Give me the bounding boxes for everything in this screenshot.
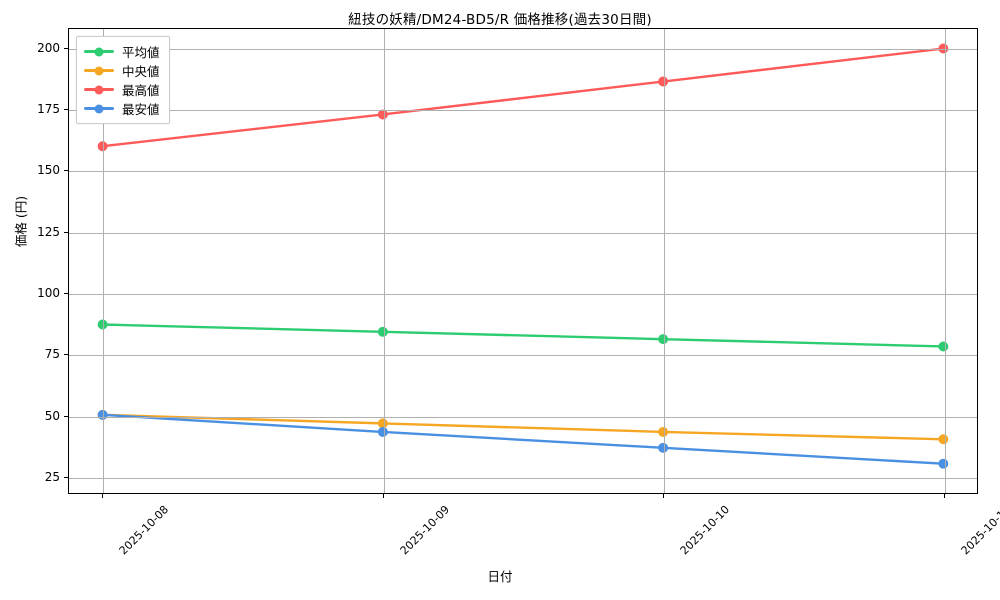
data-point bbox=[938, 341, 949, 352]
x-tick-mark bbox=[663, 494, 665, 498]
legend-item-2[interactable]: 最高値 bbox=[84, 80, 160, 99]
data-point bbox=[938, 458, 949, 469]
data-point bbox=[658, 334, 669, 345]
x-tick-mark bbox=[944, 494, 946, 498]
chart-legend: 平均値中央値最高値最安値 bbox=[76, 36, 170, 124]
legend-item-0[interactable]: 平均値 bbox=[84, 42, 160, 61]
legend-swatch-icon bbox=[84, 85, 114, 94]
series-line-0 bbox=[101, 323, 945, 348]
chart-title: 紐技の妖精/DM24-BD5/R 価格推移(過去30日間) bbox=[348, 12, 652, 28]
x-tick-mark bbox=[101, 494, 103, 498]
y-tick-label: 150 bbox=[37, 163, 60, 178]
legend-label: 中央値 bbox=[122, 64, 160, 79]
x-tick-label: 2025-10-09 bbox=[397, 503, 452, 558]
gridline-v bbox=[664, 29, 666, 493]
y-tick-mark bbox=[64, 231, 68, 233]
legend-marker-icon bbox=[94, 85, 104, 94]
legend-swatch-icon bbox=[84, 47, 114, 56]
data-point bbox=[377, 109, 388, 120]
y-tick-mark bbox=[64, 476, 68, 478]
gridline-h bbox=[69, 232, 977, 234]
x-axis-label: 日付 bbox=[487, 569, 513, 584]
gridline-h bbox=[69, 171, 977, 173]
y-tick-mark bbox=[64, 170, 68, 172]
y-tick-mark bbox=[64, 354, 68, 356]
series-layer bbox=[97, 43, 949, 469]
gridline-h bbox=[69, 416, 977, 418]
series-line-3 bbox=[101, 413, 945, 465]
gridline-v bbox=[383, 29, 385, 493]
data-point bbox=[377, 426, 388, 437]
gridline-h bbox=[69, 109, 977, 111]
legend-marker-icon bbox=[94, 104, 104, 113]
gridline-h bbox=[69, 355, 977, 357]
x-tick-label: 2025-10-08 bbox=[116, 503, 171, 558]
gridline-v bbox=[102, 29, 104, 493]
data-point bbox=[658, 76, 669, 87]
legend-label: 最安値 bbox=[122, 102, 160, 117]
legend-label: 平均値 bbox=[122, 45, 160, 60]
legend-marker-icon bbox=[94, 66, 104, 75]
y-tick-mark bbox=[64, 292, 68, 294]
series-line-2 bbox=[101, 47, 945, 148]
y-tick-label: 200 bbox=[37, 40, 60, 55]
y-axis-label-wrap: 価格 (円) bbox=[4, 0, 29, 466]
gridline-h bbox=[69, 293, 977, 295]
legend-item-3[interactable]: 最安値 bbox=[84, 99, 160, 118]
x-tick-mark bbox=[382, 494, 384, 498]
y-tick-mark bbox=[64, 47, 68, 49]
y-tick-label: 75 bbox=[44, 347, 60, 362]
y-tick-label: 100 bbox=[37, 285, 60, 300]
legend-marker-icon bbox=[94, 47, 104, 56]
series-line-1 bbox=[101, 413, 945, 441]
data-point bbox=[97, 141, 108, 152]
y-tick-mark bbox=[64, 415, 68, 417]
y-axis-label: 価格 (円) bbox=[13, 195, 29, 248]
y-tick-label: 50 bbox=[44, 408, 60, 423]
plot-area bbox=[68, 28, 978, 494]
y-tick-label: 175 bbox=[37, 101, 60, 116]
data-point bbox=[97, 319, 108, 330]
x-tick-label: 2025-10-10 bbox=[678, 503, 733, 558]
gridline-h bbox=[69, 48, 977, 50]
y-tick-mark bbox=[64, 108, 68, 110]
data-point bbox=[377, 326, 388, 337]
y-tick-label: 25 bbox=[44, 469, 60, 484]
legend-swatch-icon bbox=[84, 66, 114, 75]
gridline-h bbox=[69, 477, 977, 479]
data-point bbox=[658, 442, 669, 453]
legend-item-1[interactable]: 中央値 bbox=[84, 61, 160, 80]
x-tick-label: 2025-10-11 bbox=[959, 503, 1000, 558]
y-tick-label: 125 bbox=[37, 224, 60, 239]
legend-label: 最高値 bbox=[122, 83, 160, 98]
data-point bbox=[658, 426, 669, 437]
data-point bbox=[377, 418, 388, 429]
data-point bbox=[938, 434, 949, 445]
gridline-v bbox=[945, 29, 947, 493]
legend-swatch-icon bbox=[84, 104, 114, 113]
